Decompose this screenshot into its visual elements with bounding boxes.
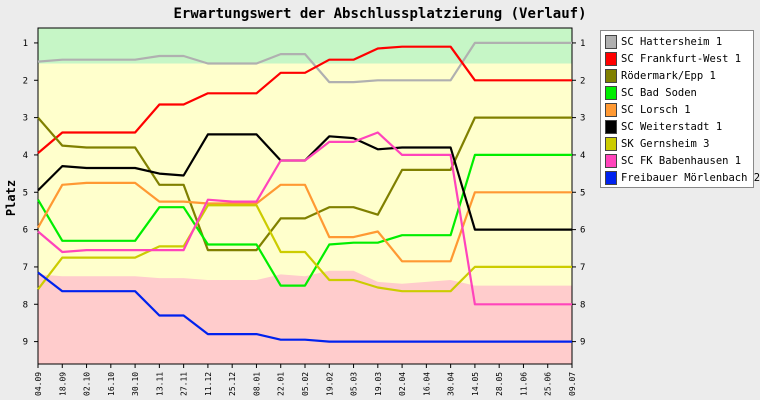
y-tick-label: 5 xyxy=(23,188,28,198)
series-line-4 xyxy=(37,153,572,287)
series-line-9 xyxy=(37,271,572,343)
x-tick-label: 19.03 xyxy=(374,372,383,396)
series-line-5 xyxy=(37,181,572,263)
x-tick-label: 05.02 xyxy=(301,372,310,396)
x-tick-label: 13.11 xyxy=(155,372,164,396)
y-tick-label: 8 xyxy=(23,300,28,310)
legend: SC Hattersheim 1 SC Frankfurt-West 1 Röder… xyxy=(600,30,760,188)
series-line-2 xyxy=(37,45,572,154)
legend-swatch xyxy=(605,171,617,185)
y-axis-label: Platz xyxy=(4,180,18,216)
x-tick-label: 09.07 xyxy=(568,372,577,396)
axes: 1 1 2 2 3 3 4 4 5 5 6 6 7 7 8 8 9 9 04.09 18.09 02.10 16.10 30… xyxy=(23,27,585,396)
legend-label: SC Hattersheim 1 xyxy=(621,36,723,48)
y-tick-label: 7 xyxy=(23,263,28,273)
x-tick-label: 08.01 xyxy=(252,372,261,396)
legend-swatch xyxy=(605,69,617,83)
x-tick-label: 02.10 xyxy=(83,372,92,396)
y-tick-label-right: 4 xyxy=(580,151,585,161)
legend-label: SC Bad Soden xyxy=(621,87,697,99)
x-tick-label: 05.03 xyxy=(350,372,359,396)
series-line-1 xyxy=(37,41,572,84)
x-tick-label: 27.11 xyxy=(180,372,189,396)
legend-item: SK Gernsheim 3 xyxy=(605,136,710,152)
legend-label: Freibauer Mörlenbach 2 xyxy=(621,172,760,184)
y-tick-label-right: 2 xyxy=(580,76,585,86)
x-tick-label: 19.02 xyxy=(325,372,334,396)
y-tick-label-right: 1 xyxy=(580,39,585,49)
y-tick-label: 2 xyxy=(23,76,28,86)
legend-swatch xyxy=(605,35,617,49)
x-tick-label: 16.10 xyxy=(107,372,116,396)
y-tick-label-right: 8 xyxy=(580,300,585,310)
series-lines xyxy=(37,41,572,343)
x-tick-label: 16.04 xyxy=(422,372,431,396)
legend-label: SC Lorsch 1 xyxy=(621,104,691,116)
x-tick-label: 02.04 xyxy=(398,372,407,396)
y-tick-label: 3 xyxy=(23,114,28,124)
legend-label: SC Frankfurt-West 1 xyxy=(621,53,742,65)
legend-label: SC Weiterstadt 1 xyxy=(621,121,723,133)
legend-item: SC Weiterstadt 1 xyxy=(605,119,722,135)
x-tick-label: 25.12 xyxy=(228,372,237,396)
y-tick-label-right: 7 xyxy=(580,263,585,273)
y-tick-label: 4 xyxy=(23,151,28,161)
legend-swatch xyxy=(605,137,617,151)
zone-bands xyxy=(38,28,572,364)
legend-swatch xyxy=(605,86,617,100)
legend-swatch xyxy=(605,120,617,134)
legend-label: Rödermark/Epp 1 xyxy=(621,70,716,82)
legend-label: SC FK Babenhausen 1 xyxy=(621,155,742,167)
y-tick-label: 9 xyxy=(23,338,28,348)
legend-item: SC Bad Soden xyxy=(605,85,697,101)
legend-item: SC Lorsch 1 xyxy=(605,102,691,118)
legend-item: SC Frankfurt-West 1 xyxy=(605,51,741,67)
legend-swatch xyxy=(605,52,617,66)
y-tick-label-right: 9 xyxy=(580,338,585,348)
x-tick-label: 25.06 xyxy=(544,372,553,396)
chart-title: Erwartungswert der Abschlussplatzierung … xyxy=(173,6,586,22)
y-tick-label: 6 xyxy=(23,226,28,236)
legend-item: Rödermark/Epp 1 xyxy=(605,68,716,84)
legend-item: SC FK Babenhausen 1 xyxy=(605,153,741,169)
x-tick-label: 11.12 xyxy=(204,372,213,396)
x-tick-label: 22.01 xyxy=(277,372,286,396)
legend-item: SC Hattersheim 1 xyxy=(605,34,722,50)
x-tick-label: 30.04 xyxy=(447,372,456,396)
x-tick-label: 30.10 xyxy=(131,372,140,396)
series-line-3 xyxy=(37,116,572,252)
x-tick-label: 18.09 xyxy=(58,372,67,396)
legend-label: SK Gernsheim 3 xyxy=(621,138,710,150)
series-line-8 xyxy=(37,131,572,306)
x-tick-label: 04.09 xyxy=(34,372,43,396)
series-line-7 xyxy=(37,204,572,293)
zone-green xyxy=(38,28,572,64)
y-tick-label-right: 3 xyxy=(580,114,585,124)
y-tick-label: 1 xyxy=(23,39,28,49)
y-tick-label-right: 5 xyxy=(580,188,585,198)
x-tick-label: 28.05 xyxy=(495,372,504,396)
legend-item: Freibauer Mörlenbach 2 xyxy=(605,170,760,186)
x-tick-label: 11.06 xyxy=(519,372,528,396)
legend-swatch xyxy=(605,154,617,168)
y-tick-label-right: 6 xyxy=(580,226,585,236)
x-tick-label: 14.05 xyxy=(471,372,480,396)
legend-swatch xyxy=(605,103,617,117)
